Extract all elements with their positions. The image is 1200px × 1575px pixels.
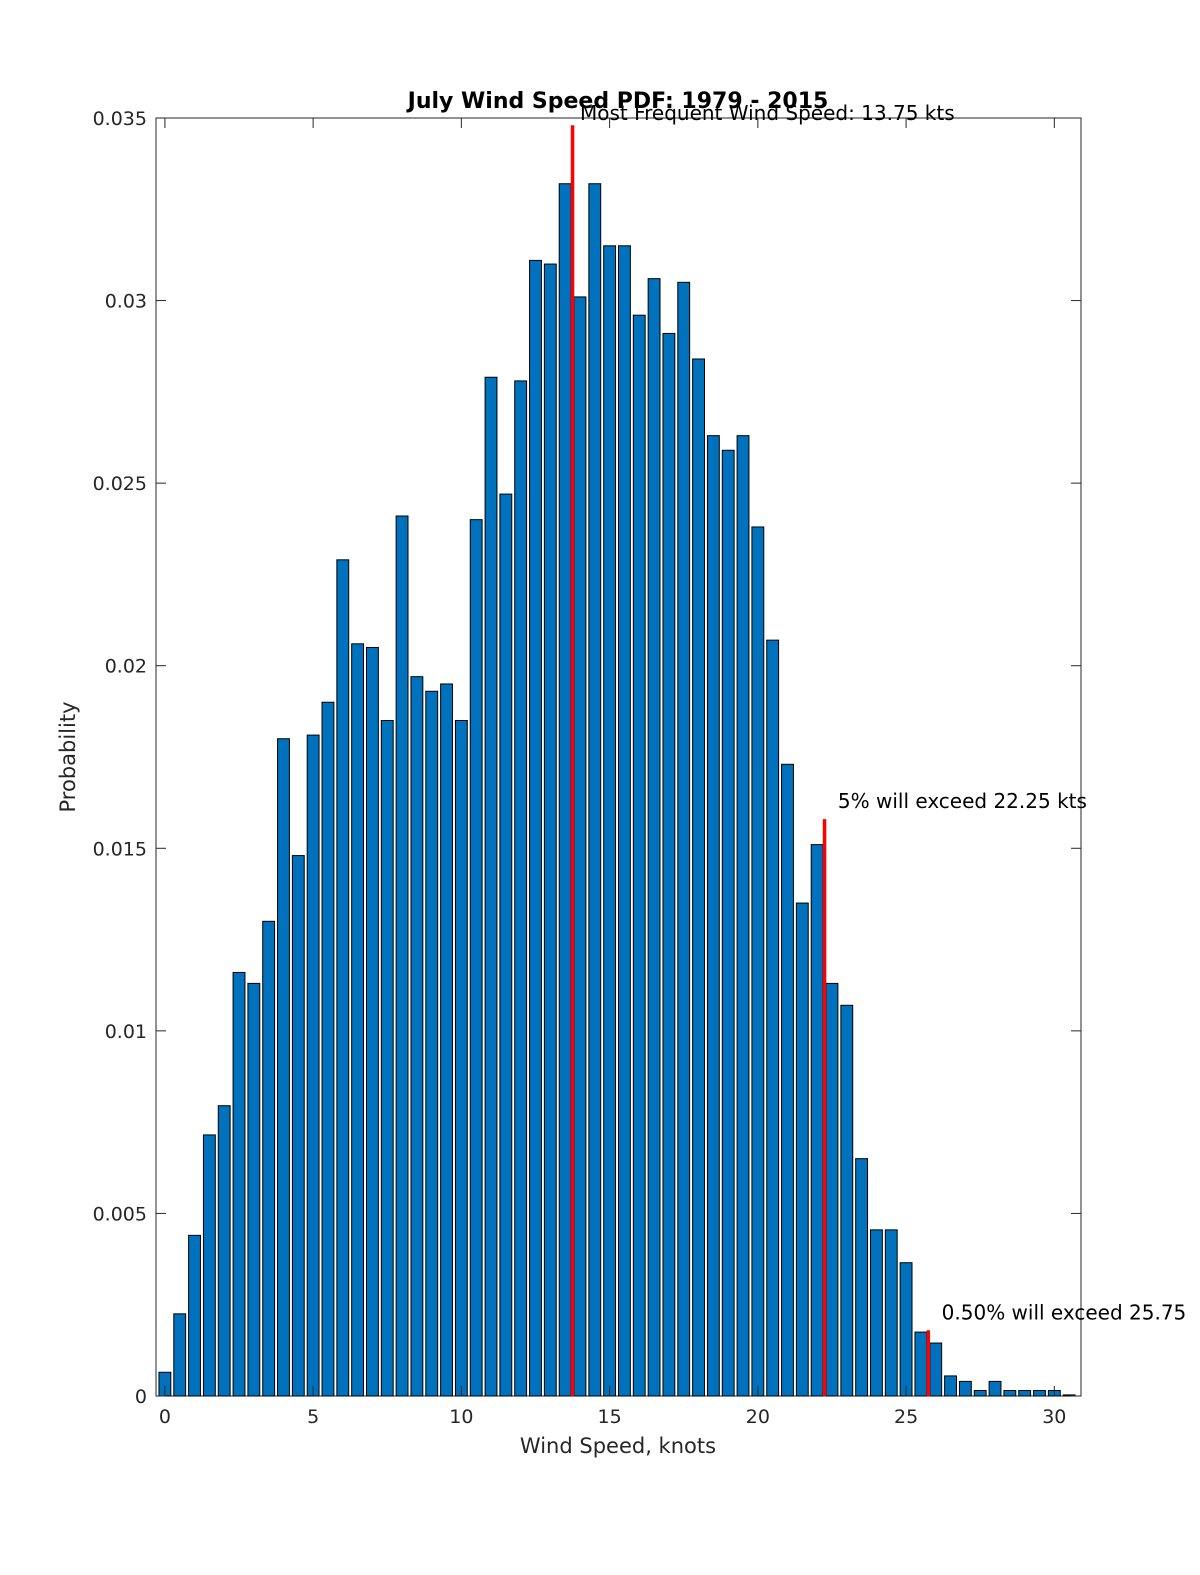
bar [543, 263, 557, 1397]
bar [484, 376, 498, 1397]
y-tick-label: 0.005 [93, 1203, 147, 1225]
bar [736, 435, 750, 1397]
x-tick-label: 20 [746, 1406, 770, 1428]
reference-annotation: Most Frequent Wind Speed: 13.75 kts [580, 101, 955, 125]
bar [1003, 1390, 1017, 1397]
bar [884, 1229, 898, 1397]
bar [395, 515, 409, 1397]
bar [944, 1375, 957, 1397]
bar [321, 701, 335, 1397]
bars-group [158, 183, 1076, 1397]
y-tick-label: 0.015 [93, 838, 147, 860]
bar [366, 646, 379, 1397]
bar [973, 1390, 987, 1397]
bar [291, 855, 305, 1397]
bar [899, 1262, 913, 1397]
bar [751, 526, 765, 1397]
bar [410, 676, 424, 1397]
bar [721, 449, 735, 1397]
reference-lines-group: Most Frequent Wind Speed: 13.75 kts 5% wi… [570, 101, 1187, 1396]
bar [840, 1004, 854, 1397]
bar [988, 1380, 1002, 1397]
bar [499, 493, 513, 1397]
bar [603, 245, 617, 1397]
bar [662, 332, 676, 1397]
bar [958, 1380, 972, 1397]
chart-title: July Wind Speed PDF: 1979 - 2015 [406, 89, 829, 114]
bar [380, 719, 394, 1397]
bar [766, 639, 780, 1397]
bar [706, 435, 720, 1397]
bar [217, 1105, 231, 1397]
bar [677, 281, 691, 1397]
bar [632, 314, 646, 1397]
bar [469, 519, 483, 1397]
bar [855, 1158, 869, 1397]
bar [188, 1234, 201, 1397]
y-axis-label: Probability [56, 701, 80, 812]
bar [929, 1342, 943, 1397]
y-tick-label: 0.025 [93, 473, 147, 495]
y-tick-label: 0.01 [105, 1021, 147, 1043]
bar [529, 259, 542, 1397]
bar [247, 982, 261, 1397]
bar [440, 683, 453, 1397]
bar [454, 719, 468, 1397]
y-tick-label: 0.03 [105, 291, 147, 313]
bar [795, 902, 809, 1397]
bar [277, 738, 290, 1397]
bar [514, 380, 528, 1397]
bar [870, 1229, 883, 1397]
bar [351, 643, 365, 1397]
x-axis-label: Wind Speed, knots [520, 1434, 716, 1458]
x-tick-label: 15 [598, 1406, 622, 1428]
bar [810, 844, 824, 1397]
x-tick-label: 0 [159, 1406, 171, 1428]
bar [558, 183, 572, 1397]
ticks-group: 0 5 10 15 20 25 30 0 0.005 0.01 0.015 0.02 0.025 0.03… [93, 108, 1081, 1428]
bar [262, 920, 276, 1397]
x-tick-label: 25 [894, 1406, 918, 1428]
bar [336, 559, 350, 1397]
bar [692, 358, 705, 1397]
bar [306, 734, 320, 1397]
bar [618, 245, 631, 1397]
reference-annotation: 0.50% will exceed 25.75 [942, 1300, 1187, 1324]
bar [202, 1134, 216, 1397]
y-tick-label: 0 [135, 1386, 147, 1408]
bar [914, 1331, 928, 1397]
bar [1033, 1390, 1046, 1397]
bar [588, 183, 602, 1397]
bar [647, 278, 661, 1397]
bar [573, 296, 587, 1397]
bar [1062, 1394, 1076, 1397]
x-tick-label: 5 [307, 1406, 319, 1428]
bar [425, 690, 439, 1397]
y-tick-label: 0.035 [93, 108, 147, 130]
bar [1018, 1390, 1032, 1397]
bar [781, 763, 794, 1397]
bar [825, 982, 839, 1397]
bar [232, 971, 246, 1397]
reference-annotation: 5% will exceed 22.25 kts [838, 789, 1087, 813]
x-tick-label: 30 [1042, 1406, 1066, 1428]
x-tick-label: 10 [449, 1406, 473, 1428]
bar [173, 1313, 187, 1397]
y-tick-label: 0.02 [105, 656, 147, 678]
